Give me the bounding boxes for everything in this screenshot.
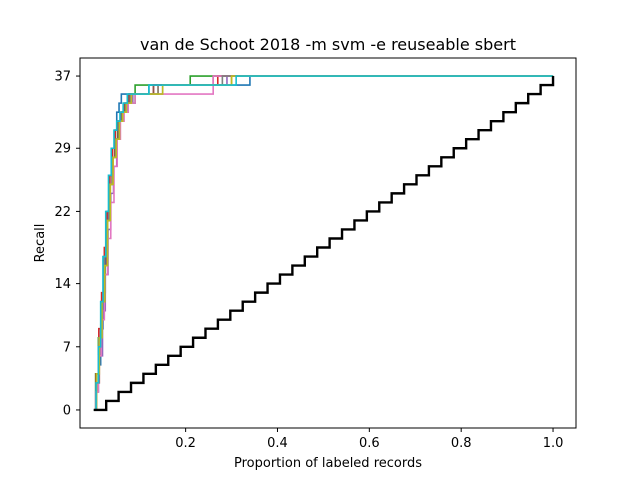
series-line-8	[93, 75, 554, 411]
series-line-10	[93, 75, 554, 411]
y-tick-label: 29	[54, 142, 71, 157]
chart-title: van de Schoot 2018 -m svm -e reuseable s…	[140, 35, 516, 54]
series-line-3	[93, 75, 554, 411]
series-line-1	[93, 75, 554, 411]
x-tick-label: 0.6	[359, 436, 380, 451]
series-line-4	[93, 75, 554, 411]
x-tick-label: 0.8	[451, 436, 472, 451]
plot-frame	[79, 57, 577, 429]
x-tick-label: 0.2	[175, 436, 196, 451]
y-tick-label: 37	[54, 70, 71, 85]
y-tick-label: 0	[63, 403, 71, 418]
series-line-7	[93, 75, 554, 411]
x-tick-label: 0.4	[267, 436, 288, 451]
plot-area	[93, 75, 555, 412]
series-line-9	[93, 75, 554, 411]
series-line-5	[93, 75, 554, 411]
x-axis: 0.2 0.4 0.6 0.8 1.0	[175, 428, 563, 451]
y-tick-label: 7	[63, 340, 71, 355]
x-axis-title: Proportion of labeled records	[234, 456, 422, 471]
series-line-6	[93, 75, 554, 411]
x-tick-label: 1.0	[543, 436, 564, 451]
random-baseline-line	[93, 76, 555, 412]
y-axis-title: Recall	[33, 224, 48, 263]
y-tick-label: 14	[54, 277, 71, 292]
y-axis: 0 7 14 22 29 37	[54, 70, 80, 418]
y-tick-label: 22	[54, 205, 71, 220]
series-line-2	[93, 75, 554, 411]
